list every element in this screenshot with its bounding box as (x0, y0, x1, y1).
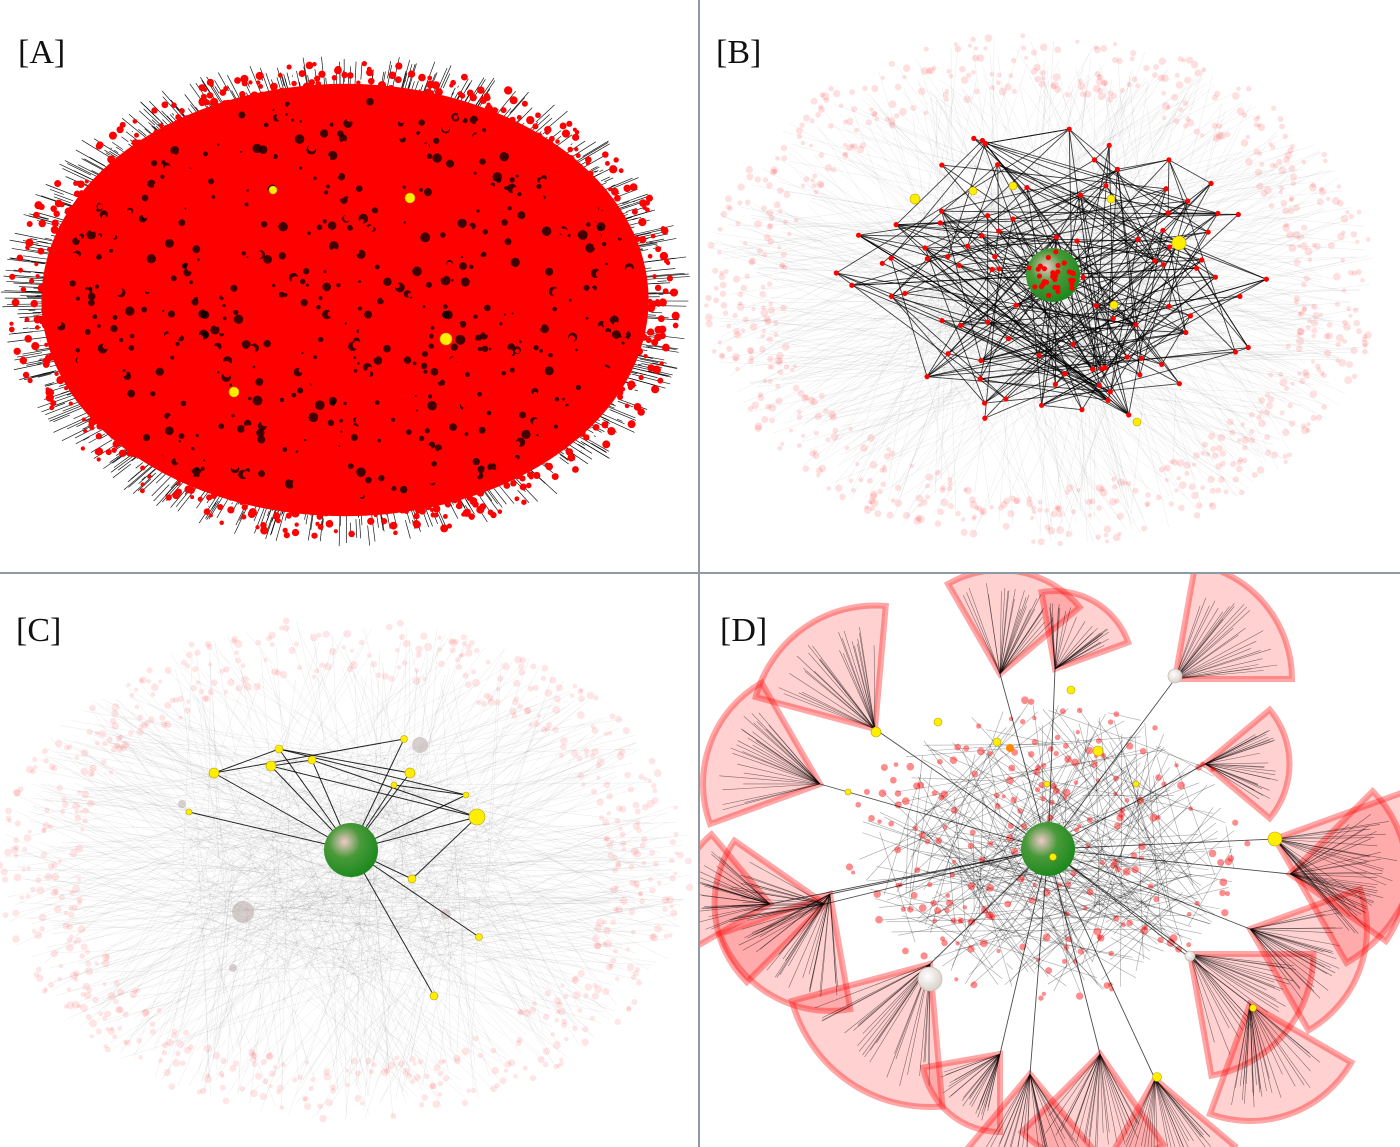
orange-node-d (1006, 744, 1014, 752)
panel-label-d: [D] (720, 612, 768, 649)
panel-label-a: [A] (18, 34, 66, 71)
network-plot-c (0, 617, 694, 1123)
core-edges-d (859, 701, 1235, 993)
panel-label-b: [B] (716, 34, 762, 71)
hub-edges-d (769, 668, 1291, 1080)
backbone-nodes-b (833, 126, 1269, 421)
network-plot-a (0, 56, 690, 547)
network-plot-b (704, 33, 1372, 547)
backbone-edges-b (836, 128, 1267, 419)
faded-nodes-c (0, 617, 694, 1123)
cluster-edges-d (700, 583, 1398, 1147)
highlight-nodes-b (909, 181, 1187, 427)
background-edges-c (2, 621, 691, 1121)
highlight-nodes-d (844, 685, 1283, 1082)
nodes-a (8, 60, 680, 539)
faded-nodes-b (704, 33, 1372, 547)
panel-c: [C] (0, 574, 698, 1147)
central-hub-d (1021, 822, 1075, 876)
grey-hubs-c (178, 737, 451, 972)
panel-b: [B] (700, 0, 1400, 572)
white-hubs-d (917, 668, 1196, 992)
core-nodes-d (845, 696, 1251, 1001)
central-hub-c (324, 823, 378, 877)
highlight-nodes-a (228, 185, 453, 398)
panel-a: [A] (0, 0, 698, 572)
horizontal-divider (0, 572, 1400, 574)
panel-d: [D] (700, 574, 1400, 1147)
network-plot-d (700, 574, 1400, 1147)
highlight-nodes-c (185, 735, 486, 1001)
panel-label-c: [C] (16, 612, 62, 649)
